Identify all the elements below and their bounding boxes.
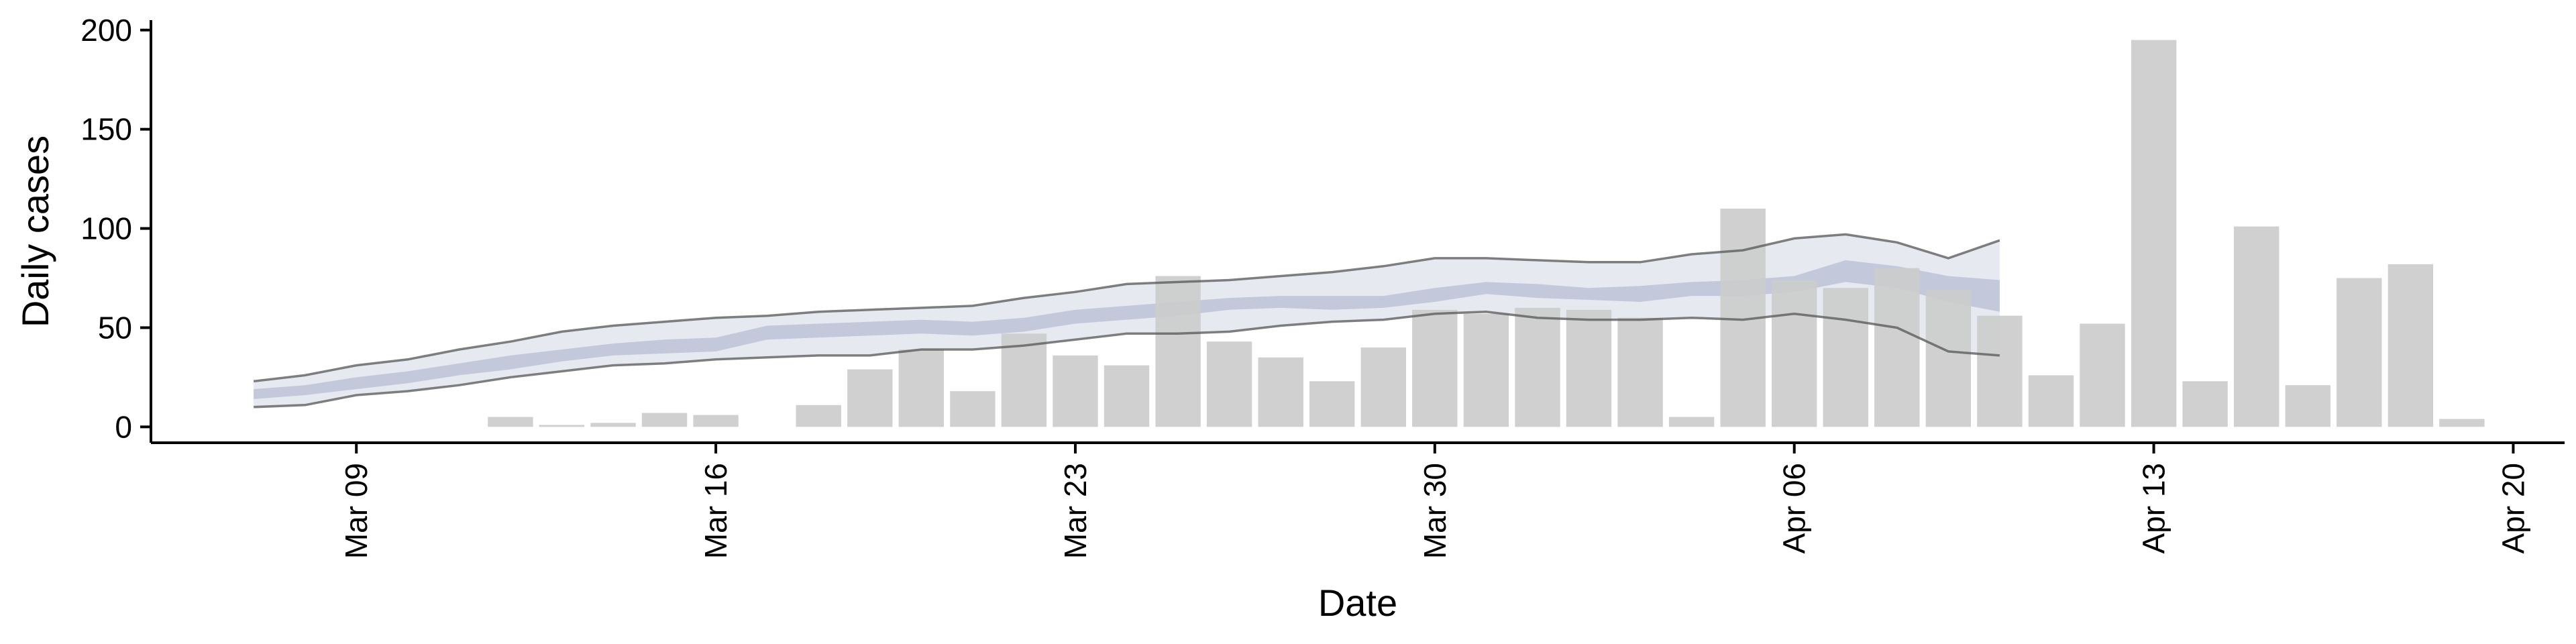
bar-2020-03-16 bbox=[693, 415, 739, 427]
bar-2020-03-15 bbox=[641, 413, 688, 427]
bar-2020-04-17 bbox=[2337, 278, 2382, 427]
bar-2020-04-16 bbox=[2285, 385, 2330, 427]
bar-2020-04-08 bbox=[1874, 268, 1920, 427]
nowcast-lower-line bbox=[254, 311, 2000, 409]
bar-2020-04-18 bbox=[2387, 264, 2434, 427]
bar-2020-03-22 bbox=[1001, 333, 1047, 427]
bar-2020-03-31 bbox=[1463, 313, 1509, 427]
nowcast-upper-line bbox=[253, 233, 2000, 383]
nowcast-interval-lines bbox=[253, 233, 2000, 409]
y-tick-label-0: 0 bbox=[115, 409, 132, 444]
y-axis-ticks: 0 50 100 150 200 bbox=[80, 13, 151, 444]
x-tick-label-2: Mar 23 bbox=[1058, 463, 1093, 559]
bar-2020-04-07 bbox=[1823, 288, 1868, 427]
bar-2020-04-11 bbox=[2028, 375, 2074, 427]
bar-2020-04-09 bbox=[1925, 290, 1972, 427]
bar-2020-04-02 bbox=[1566, 309, 1612, 427]
x-axis-title: Date bbox=[1318, 582, 1397, 624]
bar-2020-04-04 bbox=[1668, 417, 1715, 427]
x-tick-label-3: Mar 30 bbox=[1417, 463, 1452, 559]
daily-case-bars bbox=[488, 40, 2485, 427]
x-tick-label-5: Apr 13 bbox=[2137, 463, 2171, 554]
y-tick-label-200: 200 bbox=[80, 13, 132, 48]
y-tick-label-50: 50 bbox=[98, 310, 132, 345]
bar-2020-03-27 bbox=[1258, 357, 1303, 427]
bar-2020-03-28 bbox=[1309, 381, 1355, 427]
x-axis-ticks: Mar 09 Mar 16 Mar 23 Mar 30 Apr 06 Apr 13 Apr … bbox=[339, 443, 2530, 559]
bar-2020-04-06 bbox=[1772, 280, 1817, 427]
x-tick-label-4: Apr 06 bbox=[1777, 463, 1812, 554]
bar-2020-03-26 bbox=[1206, 341, 1252, 427]
bar-2020-04-14 bbox=[2182, 381, 2228, 427]
bar-2020-03-29 bbox=[1360, 347, 1406, 427]
x-tick-label-6: Apr 20 bbox=[2496, 463, 2530, 554]
bar-2020-03-24 bbox=[1104, 365, 1150, 427]
nowcast-bands bbox=[254, 234, 2000, 407]
bar-2020-04-10 bbox=[1977, 315, 2023, 427]
bar-2020-03-23 bbox=[1053, 355, 1098, 427]
bar-2020-03-20 bbox=[898, 350, 944, 427]
x-tick-label-0: Mar 09 bbox=[339, 463, 374, 559]
nowcast-band-50 bbox=[254, 260, 2000, 399]
y-axis-title: Daily cases bbox=[14, 136, 56, 327]
bar-2020-04-03 bbox=[1617, 317, 1663, 427]
bar-2020-03-13 bbox=[539, 425, 585, 427]
bar-2020-04-19 bbox=[2439, 419, 2485, 427]
bar-2020-04-01 bbox=[1515, 307, 1560, 427]
bar-2020-03-21 bbox=[950, 391, 996, 427]
nowcast-band-90 bbox=[254, 234, 2000, 407]
y-tick-label-150: 150 bbox=[80, 112, 132, 147]
bar-2020-03-19 bbox=[847, 369, 893, 427]
bar-2020-03-12 bbox=[488, 417, 533, 427]
bar-2020-04-15 bbox=[2234, 226, 2279, 427]
bar-2020-04-12 bbox=[2080, 323, 2125, 427]
bar-2020-03-30 bbox=[1412, 309, 1458, 427]
bar-2020-03-14 bbox=[590, 423, 636, 427]
x-tick-label-1: Mar 16 bbox=[698, 463, 733, 559]
bar-2020-03-25 bbox=[1155, 276, 1201, 427]
bar-2020-03-18 bbox=[796, 405, 841, 427]
y-tick-label-100: 100 bbox=[80, 211, 132, 246]
bar-2020-04-13 bbox=[2131, 40, 2177, 427]
